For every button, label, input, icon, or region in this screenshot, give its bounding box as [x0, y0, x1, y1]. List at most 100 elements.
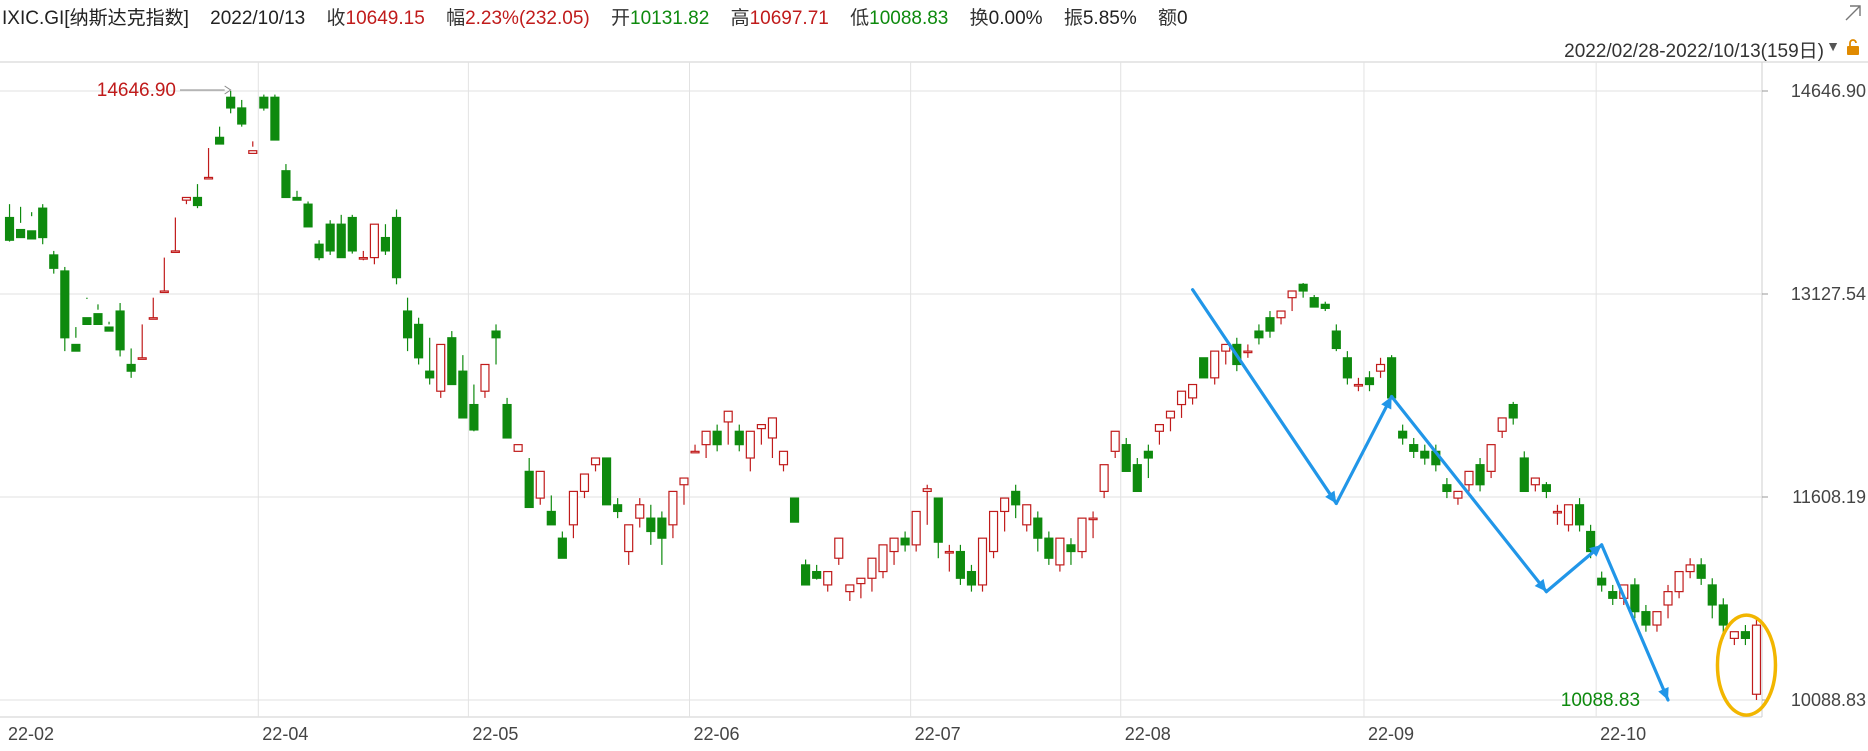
candle-body [1420, 450, 1430, 459]
candle-body [845, 584, 855, 593]
candle-body [1563, 504, 1574, 526]
candle-body [1586, 530, 1596, 553]
trend-line [1544, 543, 1604, 594]
candle-body [668, 490, 678, 526]
amount-value: 0 [1177, 8, 1188, 29]
candle-body [922, 488, 932, 493]
candle-body [878, 544, 888, 573]
change-value: 2.23%(232.05) [465, 8, 590, 29]
amplitude-value: 5.85% [1082, 8, 1137, 29]
candle-body [690, 450, 700, 454]
candle-body [1597, 577, 1607, 586]
candle-body [248, 150, 258, 154]
candle-body [524, 470, 534, 509]
candle-body [812, 570, 822, 579]
candle-body [425, 370, 435, 379]
candle-body [303, 203, 313, 228]
candle-body [1475, 464, 1485, 486]
high-value: 10697.71 [749, 8, 829, 29]
high-label: 高 [730, 8, 750, 29]
expand-corner-icon[interactable] [1844, 4, 1862, 22]
candle-body [568, 490, 578, 526]
candle-body [336, 223, 346, 259]
trend-arrowhead [1658, 687, 1669, 700]
candle-body [933, 497, 943, 543]
candle-body [137, 357, 147, 360]
candle-body [756, 424, 766, 430]
candle-body [1033, 517, 1043, 539]
candle-body [1276, 310, 1286, 319]
candle-body [1210, 350, 1220, 379]
candle-body [1574, 504, 1585, 526]
low-value: 10088.83 [869, 8, 949, 29]
candle-body [1674, 570, 1684, 593]
candle-body [181, 196, 192, 201]
candle-body [469, 403, 479, 431]
candle-body [93, 313, 103, 326]
candle-body [1132, 464, 1142, 493]
candle-body [701, 430, 711, 446]
max-marker-arrow [224, 85, 232, 95]
candle-body [226, 96, 236, 109]
chevron-down-icon[interactable]: ▼ [1826, 38, 1840, 54]
candle-body [955, 550, 965, 579]
candle-body [613, 504, 623, 513]
candle-body [635, 504, 645, 519]
highlight-circle [1715, 613, 1778, 717]
candle-body [16, 228, 26, 239]
candle-body [60, 270, 70, 339]
candle-body [82, 317, 92, 326]
candle-body [1541, 484, 1551, 493]
candle-body [237, 107, 247, 125]
candle-body [789, 497, 800, 523]
candle-body [1254, 330, 1264, 339]
candle-body [1121, 444, 1131, 472]
candle-body [1342, 357, 1352, 379]
open-value: 10131.82 [630, 8, 710, 29]
candle-body [1000, 497, 1010, 513]
candle-body [402, 310, 413, 339]
candle-body [358, 256, 368, 260]
x-tick-label: 22-06 [694, 724, 740, 744]
candle-body [723, 410, 733, 423]
candle-body [1464, 470, 1474, 486]
candle-body [1530, 477, 1540, 486]
candle-body [1453, 490, 1463, 499]
candle-body [215, 136, 225, 145]
trend-arrowhead [1381, 396, 1392, 410]
candle-body [1243, 350, 1253, 354]
candle-body [391, 216, 402, 279]
candle-body [1066, 544, 1076, 553]
candle-body [1685, 564, 1695, 573]
candle-body [1409, 444, 1419, 452]
trend-arrowhead [1589, 544, 1602, 557]
candle-body [1508, 403, 1518, 419]
candle-body [1552, 510, 1563, 514]
lock-icon[interactable] [1844, 38, 1862, 56]
amount-label: 额 [1158, 8, 1178, 29]
candle-body [988, 510, 999, 553]
candle-body [546, 510, 556, 526]
candle-body [347, 216, 357, 252]
candle-body [502, 403, 512, 439]
candle-body [104, 326, 114, 332]
candle-body [911, 510, 921, 546]
candle-body [1442, 484, 1452, 493]
candle-body [1387, 357, 1397, 399]
candle-body [646, 517, 656, 533]
candle-body [38, 207, 48, 239]
candle-body [1663, 591, 1673, 606]
candle-body [1751, 624, 1762, 695]
candle-body [1176, 390, 1187, 406]
candle-body [823, 570, 833, 586]
candle-body [1652, 611, 1662, 626]
candle-body [314, 243, 324, 259]
candle-body [1298, 283, 1308, 292]
candle-body [1188, 383, 1198, 399]
date-range-selector[interactable]: 2022/02/28-2022/10/13(159日) [1564, 41, 1824, 62]
quote-info-bar: IXIC.GI[纳斯达克指数] 2022/10/13 收10649.15 幅2.… [2, 3, 1188, 30]
candle-body [4, 216, 15, 241]
candle-body [1320, 303, 1330, 309]
candle-body [1287, 290, 1297, 299]
